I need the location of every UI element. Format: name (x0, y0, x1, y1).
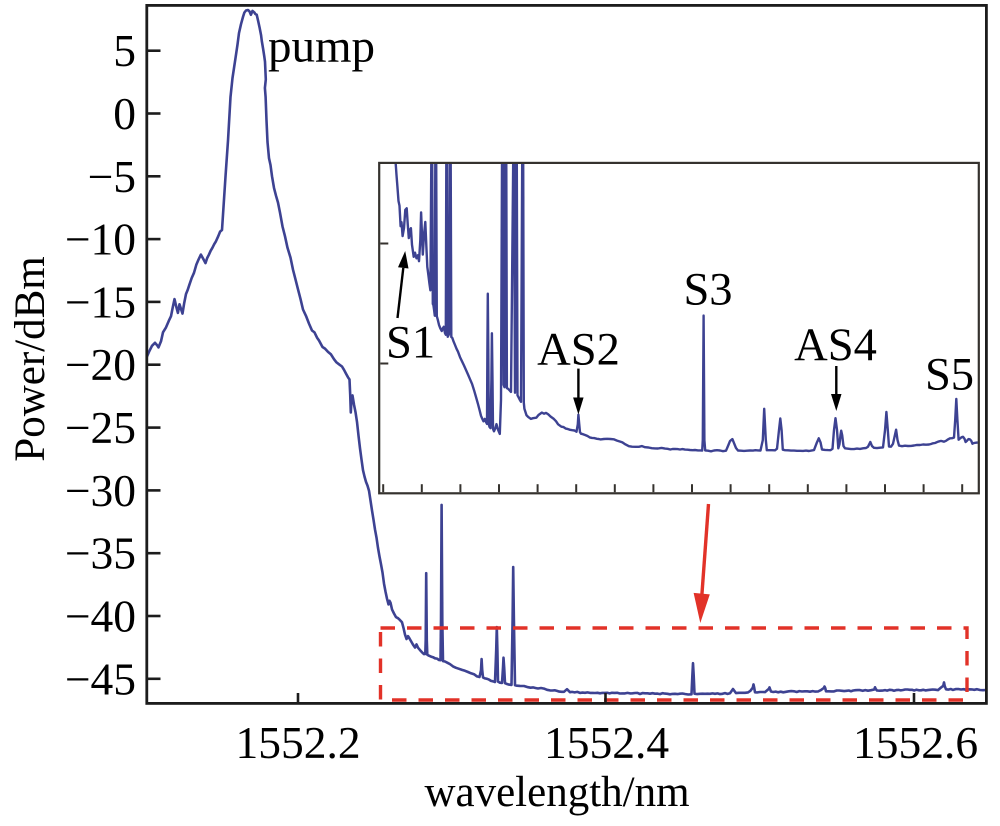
svg-text:S1: S1 (386, 318, 435, 369)
svg-text:1552.4: 1552.4 (544, 717, 669, 768)
svg-text:0: 0 (113, 88, 136, 139)
svg-text:pump: pump (268, 21, 375, 73)
svg-text:−40: −40 (65, 591, 136, 642)
svg-text:1552.6: 1552.6 (853, 717, 978, 768)
svg-text:−25: −25 (65, 402, 136, 453)
svg-text:−30: −30 (65, 465, 136, 516)
svg-text:S3: S3 (683, 265, 732, 316)
svg-text:−10: −10 (65, 214, 136, 265)
svg-text:−20: −20 (65, 339, 136, 390)
svg-text:1552.2: 1552.2 (235, 717, 360, 768)
svg-text:−35: −35 (65, 528, 136, 579)
svg-text:AS4: AS4 (794, 320, 877, 371)
svg-text:−45: −45 (65, 653, 136, 704)
svg-text:S5: S5 (925, 350, 974, 401)
svg-text:Power/dBm: Power/dBm (7, 256, 54, 461)
svg-text:−15: −15 (65, 276, 136, 327)
svg-text:5: 5 (113, 25, 136, 76)
svg-text:wavelength/nm: wavelength/nm (424, 769, 689, 816)
svg-text:AS2: AS2 (537, 325, 620, 376)
svg-text:−5: −5 (88, 151, 136, 202)
